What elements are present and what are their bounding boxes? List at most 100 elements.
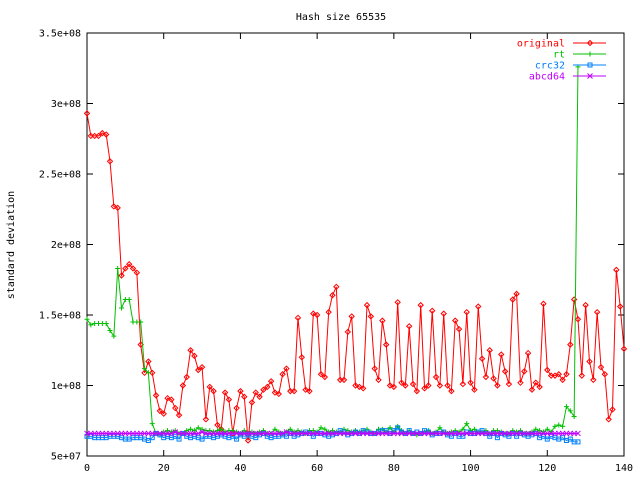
diamond-point <box>202 416 210 423</box>
diamond-point <box>532 379 539 386</box>
diamond-point <box>99 129 106 137</box>
diamond-point <box>544 366 551 374</box>
diamond-point <box>582 301 589 309</box>
diamond-point <box>398 379 405 386</box>
diamond-point <box>367 313 375 320</box>
diamond-point <box>95 132 102 140</box>
diamond-point <box>221 389 229 396</box>
diamond-point <box>421 385 428 392</box>
square-point <box>494 435 500 441</box>
y-tick-label: 3e+08 <box>51 99 81 110</box>
x-tick-label: 140 <box>615 463 633 474</box>
square-point <box>145 437 151 443</box>
diamond-point <box>317 371 325 378</box>
diamond-point <box>114 204 121 212</box>
diamond-point <box>313 311 321 319</box>
diamond-point <box>555 371 563 378</box>
x-tick-label: 0 <box>84 463 90 474</box>
plus-point <box>322 426 328 432</box>
diamond-point <box>241 393 248 400</box>
diamond-point <box>574 316 582 323</box>
diamond-point <box>260 386 267 393</box>
diamond-point <box>183 373 190 381</box>
diamond-point <box>490 375 497 382</box>
diamond-point <box>294 314 302 322</box>
diamond-point <box>333 283 340 291</box>
square-point <box>460 433 466 439</box>
diamond-point <box>175 411 183 419</box>
x-tick-label: 100 <box>462 463 480 474</box>
plot-frame <box>86 32 625 457</box>
square-point <box>176 436 182 442</box>
diamond-point <box>425 382 432 389</box>
diamond-point <box>521 368 528 375</box>
plus-point <box>556 422 562 428</box>
y-tick-label: 1e+08 <box>51 381 81 392</box>
diamond-point <box>356 383 363 391</box>
diamond-point <box>417 301 424 309</box>
diamond-point <box>563 371 570 378</box>
square-point <box>253 435 259 441</box>
diamond-point <box>405 323 413 330</box>
diamond-point <box>459 380 467 388</box>
diamond-point <box>605 416 612 423</box>
diamond-point <box>375 376 382 384</box>
diamond-point <box>394 299 401 306</box>
square-point <box>560 435 566 441</box>
diamond-point <box>275 390 282 398</box>
diamond-point <box>613 266 620 274</box>
square-point <box>406 428 412 434</box>
diamond-point <box>390 383 398 391</box>
plus-point <box>387 425 393 431</box>
diamond-point <box>501 368 509 375</box>
plus-point <box>563 404 569 410</box>
diamond-point <box>436 382 444 389</box>
diamond-point <box>233 404 240 412</box>
square-point <box>283 433 289 439</box>
diamond-point <box>486 347 493 354</box>
diamond-point <box>352 382 359 389</box>
diamond-point <box>118 272 125 279</box>
series-line <box>86 66 579 436</box>
square-point <box>172 433 178 439</box>
diamond-point <box>160 410 167 417</box>
diamond-point <box>413 387 421 395</box>
plus-point <box>437 425 443 431</box>
axes: 5e+07 1e+08 1.5e+08 2e+08 2.5e+08 3e+08 3.5e+0… <box>39 29 633 475</box>
diamond-point <box>329 292 336 299</box>
square-point <box>544 436 550 442</box>
diamond-point <box>593 308 601 316</box>
diamond-point <box>513 290 520 298</box>
diamond-point <box>110 203 118 210</box>
diamond-point <box>271 389 279 396</box>
plus-point <box>318 425 324 431</box>
diamond-point <box>133 269 141 276</box>
diamond-point <box>248 399 256 406</box>
diamond-point <box>371 365 378 372</box>
plus-point <box>145 370 151 376</box>
plus-point <box>188 426 194 432</box>
square-point <box>514 433 520 439</box>
cross-point <box>195 430 202 437</box>
x-tick-label: 40 <box>234 463 246 474</box>
diamond-point <box>206 383 213 391</box>
legend-marker <box>587 73 593 79</box>
diamond-point <box>429 307 436 314</box>
plus-point <box>552 423 558 429</box>
plus-point <box>560 423 566 429</box>
plus-point <box>88 322 94 328</box>
legend-marker <box>587 51 593 57</box>
square-point <box>487 433 493 439</box>
legend-marker <box>586 39 594 47</box>
diamond-point <box>567 341 574 348</box>
square-point <box>567 436 573 442</box>
diamond-point <box>482 373 490 381</box>
chart-title: Hash size 65535 <box>296 12 386 23</box>
square-point <box>230 433 236 439</box>
series-rt <box>84 64 581 438</box>
series-line <box>87 427 578 443</box>
diamond-point <box>302 386 309 393</box>
diamond-point <box>620 345 628 353</box>
x-tick-label: 60 <box>311 463 323 474</box>
plus-point <box>115 265 121 271</box>
